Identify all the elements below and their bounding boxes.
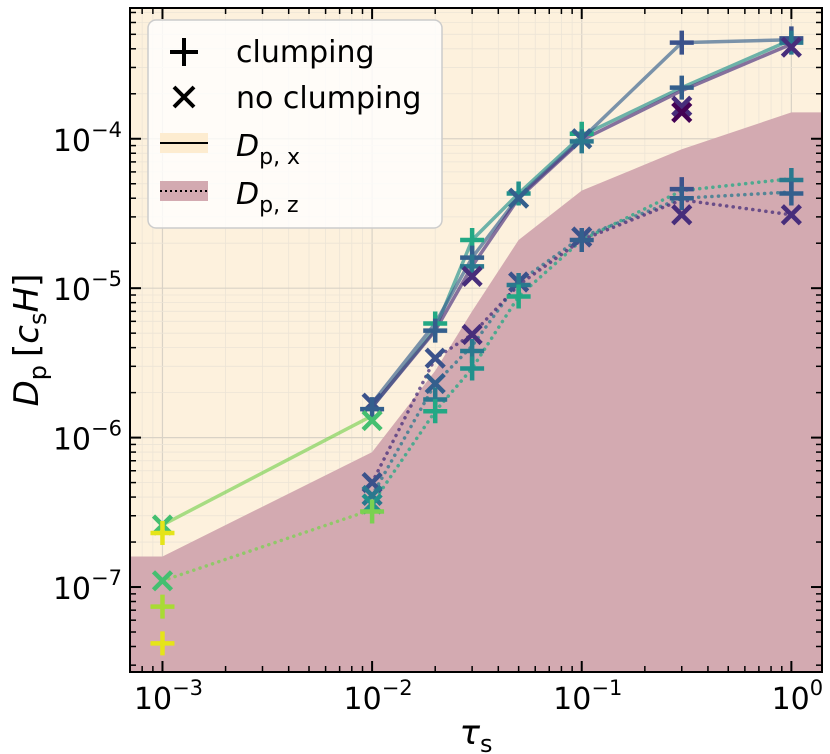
legend-label-no-clumping: no clumping bbox=[236, 81, 421, 116]
legend: clumping no clumping Dp, x Dp, z bbox=[147, 19, 443, 229]
tick-label: 10−5 bbox=[53, 267, 122, 308]
legend-label-clumping: clumping bbox=[236, 35, 375, 70]
no-clumping-marker bbox=[671, 101, 693, 124]
clumping-marker bbox=[779, 181, 804, 206]
clumping-marker bbox=[423, 399, 448, 424]
no-clumping-marker bbox=[671, 204, 693, 226]
no-clumping-marker bbox=[361, 484, 383, 507]
no-clumping-marker bbox=[361, 409, 383, 432]
no-clumping-marker bbox=[461, 265, 483, 287]
tick-label: 10−2 bbox=[344, 676, 413, 717]
legend-item-clumping: clumping bbox=[170, 35, 375, 70]
no-clumping-marker bbox=[424, 347, 446, 369]
clumping-marker bbox=[779, 30, 804, 55]
no-clumping-marker bbox=[780, 36, 802, 58]
tick-label: 10−6 bbox=[53, 417, 122, 458]
clumping-marker bbox=[569, 228, 594, 253]
clumping-marker bbox=[150, 631, 175, 656]
legend-cross-icon bbox=[172, 85, 196, 109]
clumping-marker bbox=[150, 520, 175, 545]
legend-label-dpz: Dp, z bbox=[236, 177, 299, 218]
legend-label-dpx: Dp, x bbox=[236, 129, 300, 170]
legend-item-dpz: Dp, z bbox=[160, 177, 299, 218]
data-markers bbox=[150, 26, 804, 656]
clumping-marker bbox=[506, 284, 531, 309]
y-tick-labels: 10−7 10−6 10−5 10−4 bbox=[53, 118, 122, 607]
y-axis-label: Dp[csH] bbox=[7, 274, 52, 407]
legend-plus-icon bbox=[170, 38, 198, 66]
no-clumping-marker bbox=[508, 187, 530, 209]
clumping-marker bbox=[360, 499, 385, 524]
no-clumping-marker bbox=[424, 372, 446, 395]
tick-label: 10−1 bbox=[553, 676, 622, 717]
clumping-marker bbox=[460, 356, 485, 381]
clumping-marker bbox=[423, 318, 448, 343]
legend-dpz-swatch bbox=[160, 181, 208, 201]
tick-label: 10−7 bbox=[53, 566, 122, 607]
x-axis-label: τs bbox=[460, 713, 493, 754]
tick-label: 10−3 bbox=[134, 676, 203, 717]
tick-label: 10−4 bbox=[53, 118, 122, 159]
plot-frame bbox=[129, 7, 823, 673]
clumping-marker bbox=[569, 129, 594, 154]
series-line-Dpz-a bbox=[160, 507, 374, 583]
clumping-marker bbox=[360, 397, 385, 422]
legend-item-dpx: Dp, x bbox=[160, 129, 300, 170]
clumping-marker bbox=[669, 75, 694, 100]
clumping-marker bbox=[669, 30, 694, 55]
x-tick-labels: 10−3 10−2 10−1 100 bbox=[134, 676, 823, 717]
clumping-marker bbox=[150, 594, 175, 619]
clumping-marker bbox=[669, 186, 694, 211]
tick-label: 100 bbox=[772, 676, 824, 717]
clumping-marker bbox=[506, 181, 531, 206]
no-clumping-marker bbox=[780, 204, 802, 226]
axis-ticks bbox=[129, 8, 822, 672]
legend-box bbox=[147, 19, 443, 229]
no-clumping-marker bbox=[151, 570, 174, 592]
no-clumping-marker bbox=[461, 323, 483, 346]
no-clumping-marker bbox=[671, 95, 693, 117]
series-line-Dpx-a bbox=[160, 414, 374, 527]
legend-item-no-clumping: no clumping bbox=[172, 81, 421, 116]
dpz-band bbox=[130, 112, 822, 672]
